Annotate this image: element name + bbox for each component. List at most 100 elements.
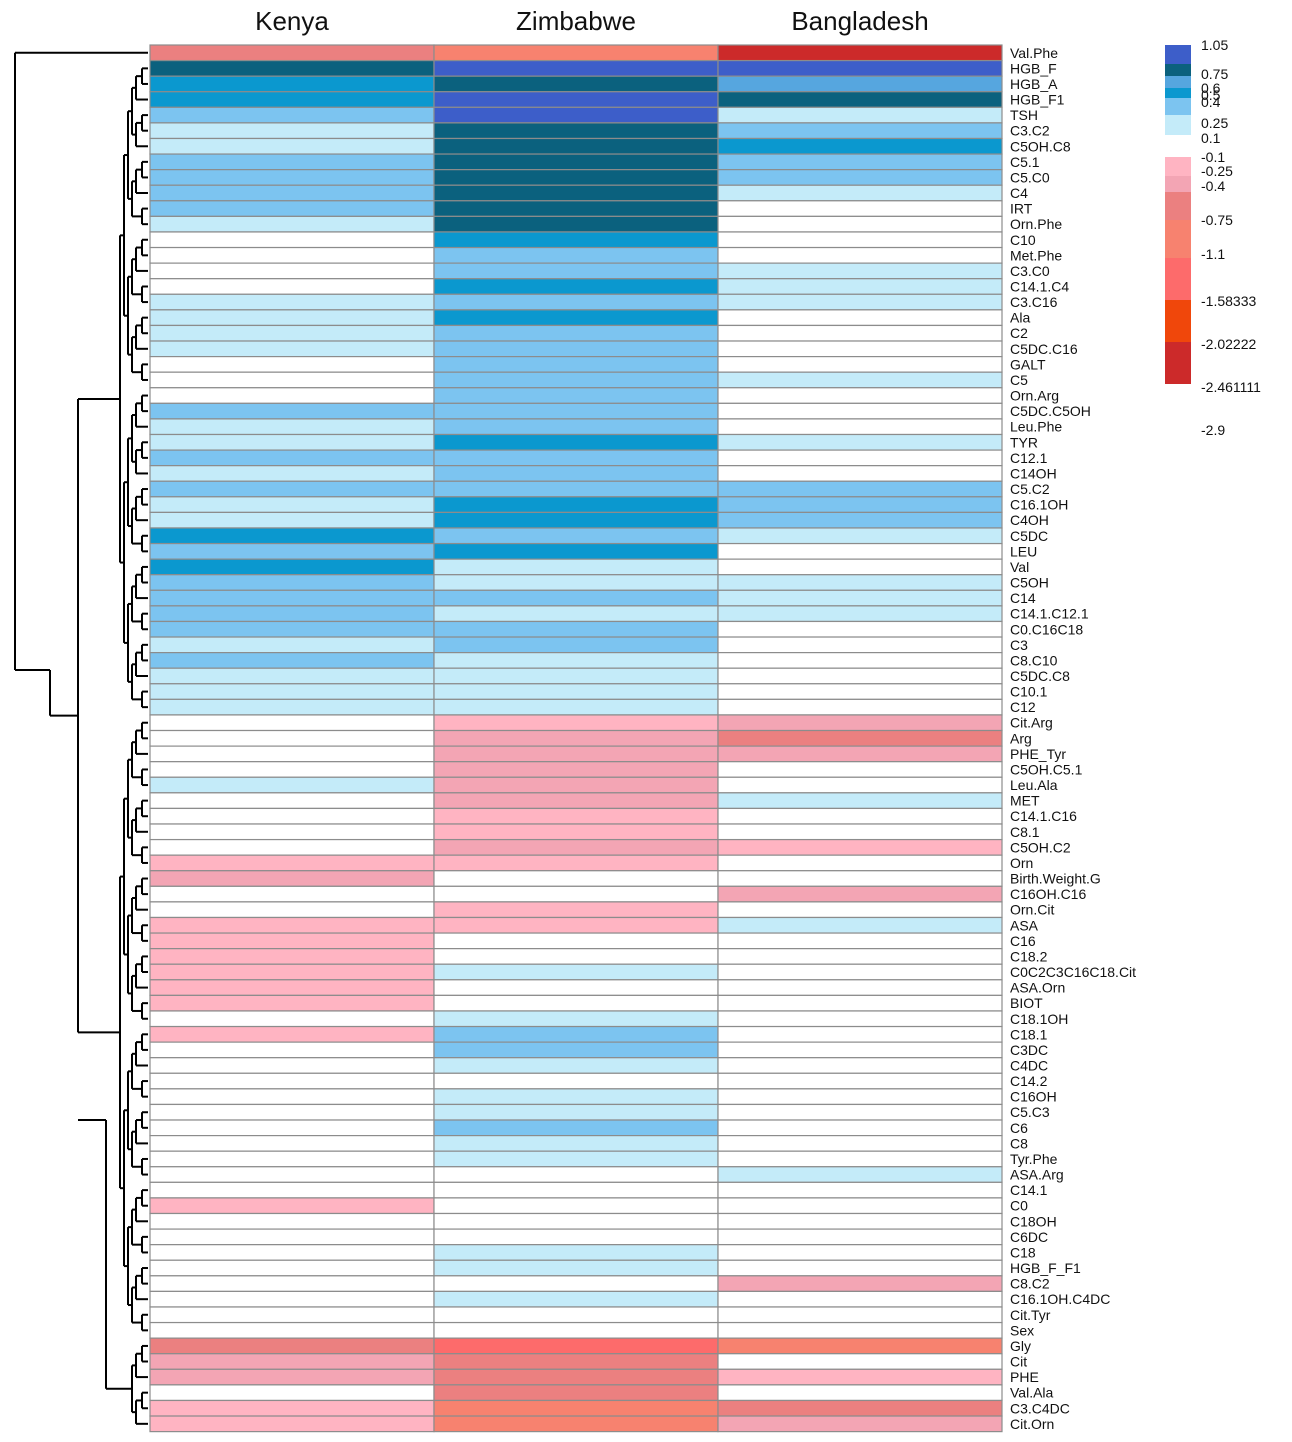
heatmap-cell xyxy=(433,963,719,981)
heatmap-cell xyxy=(433,293,719,311)
heatmap-cell xyxy=(717,994,1003,1012)
heatmap-cell xyxy=(717,885,1003,903)
heatmap-cell xyxy=(149,480,435,498)
heatmap-cell xyxy=(717,745,1003,763)
row-label: LEU xyxy=(1010,543,1037,559)
legend-label: 0.25 xyxy=(1201,115,1228,131)
heatmap-cell xyxy=(149,963,435,981)
heatmap-cell xyxy=(149,558,435,576)
row-label: Cit.Arg xyxy=(1010,715,1053,731)
heatmap-cell xyxy=(149,1321,435,1339)
column-label: Kenya xyxy=(255,6,329,36)
row-label: C14 xyxy=(1010,590,1036,606)
heatmap-cell xyxy=(149,916,435,934)
heatmap-cell xyxy=(433,246,719,264)
heatmap-cell xyxy=(717,963,1003,981)
heatmap-cell xyxy=(149,574,435,591)
heatmap-cell xyxy=(717,1259,1003,1277)
heatmap-cell xyxy=(717,932,1003,950)
heatmap-cell xyxy=(433,278,719,295)
row-label: Met.Phe xyxy=(1010,247,1062,263)
row-label: C14OH xyxy=(1010,465,1057,481)
legend-label: -0.1 xyxy=(1201,149,1225,165)
heatmap-cell xyxy=(433,1041,719,1059)
legend-label: -2.02222 xyxy=(1201,336,1256,352)
heatmap-cell xyxy=(717,371,1003,389)
heatmap-cell xyxy=(149,1166,435,1183)
row-label: HGB_A xyxy=(1010,76,1058,92)
heatmap-cell xyxy=(717,776,1003,794)
legend-label: -0.4 xyxy=(1201,178,1225,194)
row-label: C6 xyxy=(1010,1120,1028,1136)
row-label: Gly xyxy=(1010,1338,1031,1354)
heatmap-cell xyxy=(433,870,719,887)
legend-label: -1.58333 xyxy=(1201,293,1256,309)
heatmap-cell xyxy=(149,620,435,638)
row-label: C18.1 xyxy=(1010,1026,1048,1042)
heatmap-cell xyxy=(717,1088,1003,1106)
row-label: Birth.Weight.G xyxy=(1010,871,1101,887)
heatmap-cell xyxy=(433,574,719,591)
heatmap-cell xyxy=(433,324,719,342)
heatmap-cell xyxy=(149,1212,435,1230)
heatmap-cell xyxy=(149,652,435,669)
heatmap-cell xyxy=(149,932,435,950)
heatmap-cell xyxy=(149,246,435,264)
heatmap-cell xyxy=(149,854,435,872)
heatmap-cell xyxy=(717,605,1003,623)
heatmap-cell xyxy=(433,901,719,919)
heatmap-cell xyxy=(149,1259,435,1277)
heatmap-cell xyxy=(149,870,435,887)
heatmap-cell xyxy=(149,1072,435,1090)
row-label: Arg xyxy=(1010,730,1032,746)
heatmap-cell xyxy=(433,356,719,373)
heatmap-cell xyxy=(717,1041,1003,1059)
heatmap-cell xyxy=(149,1025,435,1043)
heatmap-cell xyxy=(433,745,719,763)
heatmap-cell xyxy=(433,683,719,700)
heatmap-cell xyxy=(433,1134,719,1152)
heatmap-cell xyxy=(433,215,719,233)
heatmap-cell xyxy=(433,1025,719,1043)
heatmap-cell xyxy=(149,823,435,841)
heatmap-cell xyxy=(149,838,435,856)
heatmap-cell xyxy=(149,714,435,732)
heatmap-cell xyxy=(433,776,719,794)
heatmap-cell xyxy=(433,589,719,607)
heatmap-cell xyxy=(433,1384,719,1402)
row-label: Cit xyxy=(1010,1354,1027,1370)
heatmap-cell xyxy=(717,402,1003,420)
heatmap-cell xyxy=(717,1415,1003,1433)
heatmap-cell xyxy=(717,823,1003,841)
heatmap-cell xyxy=(717,75,1003,93)
legend-label: -0.25 xyxy=(1201,163,1233,179)
row-label: C3.C16 xyxy=(1010,294,1058,310)
heatmap-cell xyxy=(149,262,435,280)
heatmap-cell xyxy=(717,184,1003,202)
row-label: C5 xyxy=(1010,372,1028,388)
heatmap-cell xyxy=(433,91,719,108)
heatmap-cell xyxy=(433,137,719,155)
heatmap-cell xyxy=(149,948,435,965)
row-label: IRT xyxy=(1010,201,1033,217)
heatmap-cell xyxy=(717,683,1003,700)
heatmap-cell xyxy=(149,511,435,529)
heatmap-cell xyxy=(433,480,719,498)
heatmap-cell xyxy=(433,854,719,872)
row-label: ASA.Arg xyxy=(1010,1167,1064,1183)
row-label: C3.C0 xyxy=(1010,263,1050,279)
heatmap-cell xyxy=(433,1368,719,1386)
column-labels: Kenya Zimbabwe Bangladesh xyxy=(255,6,929,36)
heatmap-cell xyxy=(717,916,1003,934)
heatmap-cell xyxy=(717,589,1003,607)
heatmap-cell xyxy=(717,418,1003,436)
row-label: C5DC xyxy=(1010,528,1048,544)
heatmap-cell xyxy=(717,1025,1003,1043)
heatmap-cell xyxy=(149,1306,435,1324)
heatmap-cell xyxy=(433,979,719,996)
heatmap-cell xyxy=(149,309,435,327)
row-dendrogram xyxy=(14,51,148,1425)
legend-label: -1.1 xyxy=(1201,246,1225,262)
heatmap-cell xyxy=(149,169,435,186)
heatmap-cell xyxy=(433,1181,719,1199)
